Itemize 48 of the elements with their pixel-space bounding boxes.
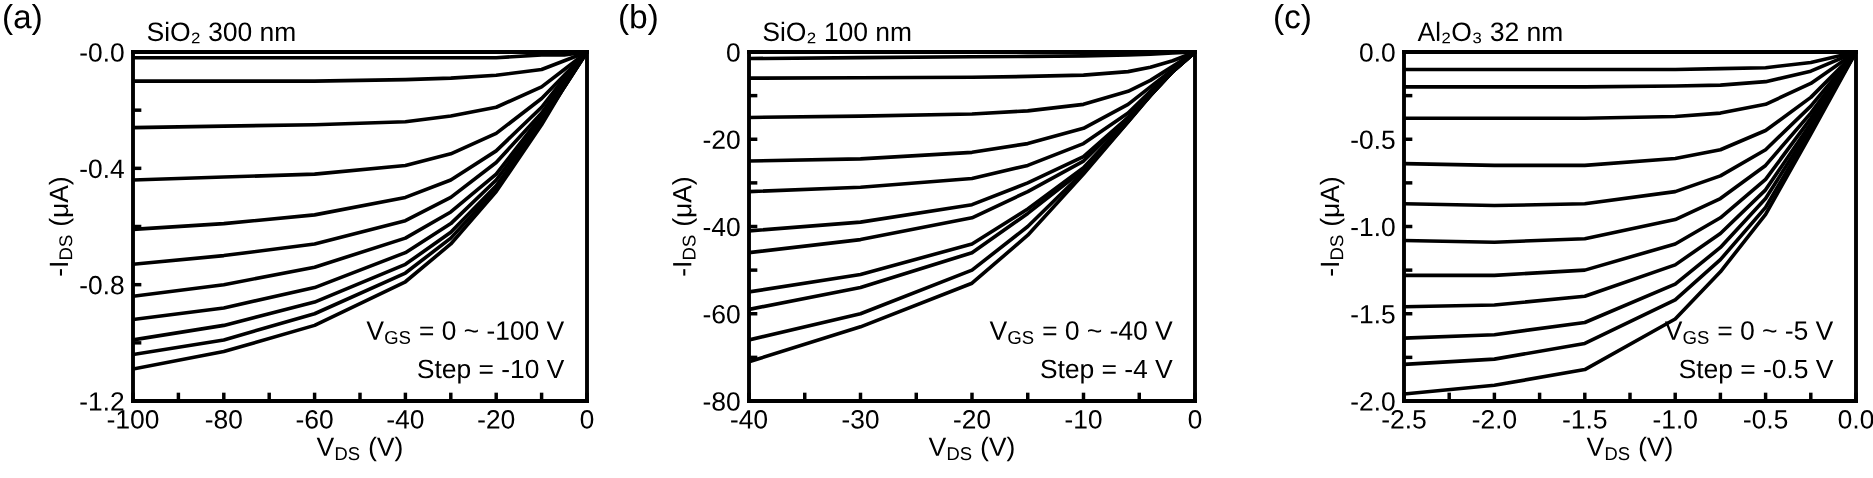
text: (b) bbox=[620, 4, 657, 36]
x-tick-label: -1.5 bbox=[1563, 410, 1607, 429]
text: (c) bbox=[1275, 4, 1310, 36]
y-tick-label: -80 bbox=[703, 392, 740, 411]
y-tick-label: -60 bbox=[703, 304, 740, 324]
y-tick-label: 0.0 bbox=[1360, 43, 1395, 62]
chart-title: SiO₂ 300 nm bbox=[147, 21, 295, 44]
x-axis-title: V$_{DS}$ (V) bbox=[316, 436, 402, 462]
x-tick-label: -2.0 bbox=[1472, 410, 1517, 429]
y-tick-label: -2.0 bbox=[1351, 392, 1395, 411]
y-tick-label: 0 bbox=[727, 43, 740, 62]
annotation: V$_{GS}$ = 0 ~ -40 V bbox=[989, 321, 1173, 344]
y-tick-label: -1.5 bbox=[1351, 305, 1395, 324]
y-tick-label: -1.0 bbox=[1351, 217, 1395, 237]
annotation: Step = -0.5 V bbox=[1679, 359, 1834, 384]
x-tick-label: -60 bbox=[296, 410, 333, 429]
y-tick-label: -0.4 bbox=[80, 159, 124, 179]
x-tick-label: -40 bbox=[731, 410, 768, 429]
x-tick-label: -2.5 bbox=[1382, 410, 1426, 429]
text: (a) bbox=[4, 4, 41, 36]
x-tick-label: -80 bbox=[205, 410, 242, 429]
chart-title: Al₂O₃ 32 nm bbox=[1417, 21, 1562, 44]
annotation: V$_{GS}$ = 0 ~ -100 V bbox=[366, 321, 565, 344]
x-tick-label: 0 bbox=[580, 410, 594, 429]
x-tick-label: -40 bbox=[387, 410, 424, 429]
y-tick-label: -40 bbox=[703, 217, 740, 237]
x-tick-label: -20 bbox=[954, 410, 991, 429]
y-tick-label: -0.0 bbox=[80, 43, 124, 62]
x-tick-label: -1.0 bbox=[1653, 410, 1697, 429]
annotation: Step = -10 V bbox=[418, 359, 565, 384]
y-tick-label: -1.2 bbox=[80, 392, 124, 411]
x-tick-label: 0 bbox=[1188, 410, 1202, 429]
x-tick-label: -0.5 bbox=[1744, 410, 1788, 429]
y-tick-label: -20 bbox=[703, 130, 740, 150]
x-tick-label: -100 bbox=[107, 410, 159, 429]
y-tick-label: -0.5 bbox=[1351, 130, 1395, 150]
annotation: Step = -4 V bbox=[1041, 359, 1173, 384]
y-axis-title: -I$_{DS}$ (μA) bbox=[1319, 177, 1345, 276]
x-axis-title: V$_{DS}$ (V) bbox=[1586, 436, 1672, 462]
x-tick-label: 0.0 bbox=[1838, 410, 1873, 429]
x-tick-label: -10 bbox=[1065, 410, 1102, 429]
y-axis-title: -I$_{DS}$ (μA) bbox=[48, 177, 74, 276]
x-axis-title: V$_{DS}$ (V) bbox=[928, 436, 1014, 462]
x-tick-label: -30 bbox=[842, 410, 879, 429]
y-axis-title: -I$_{DS}$ (μA) bbox=[672, 177, 697, 276]
x-tick-label: -20 bbox=[478, 410, 515, 429]
chart-title: SiO₂ 100 nm bbox=[763, 21, 911, 44]
y-tick-label: -0.8 bbox=[80, 275, 124, 295]
